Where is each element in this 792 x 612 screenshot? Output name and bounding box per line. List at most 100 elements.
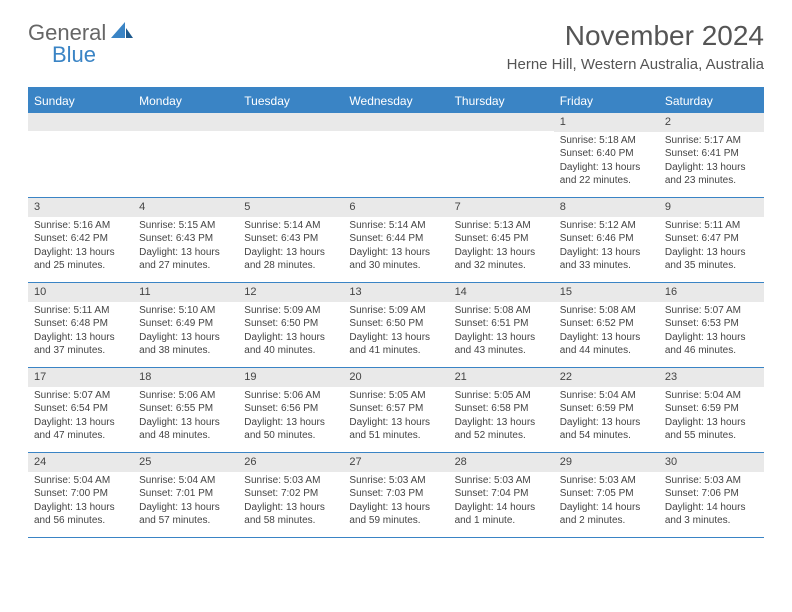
daylight-text: Daylight: 13 hours and 48 minutes.: [139, 416, 232, 443]
daylight-text: Daylight: 13 hours and 27 minutes.: [139, 246, 232, 273]
sunrise-text: Sunrise: 5:08 AM: [560, 304, 653, 318]
sunrise-text: Sunrise: 5:11 AM: [665, 219, 758, 233]
calendar-cell: [449, 113, 554, 197]
day-info: Sunrise: 5:05 AMSunset: 6:58 PMDaylight:…: [449, 387, 554, 447]
sunset-text: Sunset: 6:45 PM: [455, 232, 548, 246]
calendar-cell: 22Sunrise: 5:04 AMSunset: 6:59 PMDayligh…: [554, 368, 659, 452]
daylight-text: Daylight: 13 hours and 28 minutes.: [244, 246, 337, 273]
sunrise-text: Sunrise: 5:17 AM: [665, 134, 758, 148]
month-title: November 2024: [507, 20, 764, 52]
daylight-text: Daylight: 13 hours and 44 minutes.: [560, 331, 653, 358]
day-info: Sunrise: 5:07 AMSunset: 6:54 PMDaylight:…: [28, 387, 133, 447]
sunrise-text: Sunrise: 5:04 AM: [665, 389, 758, 403]
logo-text-blue: Blue: [52, 42, 133, 68]
daylight-text: Daylight: 13 hours and 57 minutes.: [139, 501, 232, 528]
day-info: Sunrise: 5:14 AMSunset: 6:43 PMDaylight:…: [238, 217, 343, 277]
sunrise-text: Sunrise: 5:09 AM: [244, 304, 337, 318]
daylight-text: Daylight: 13 hours and 38 minutes.: [139, 331, 232, 358]
calendar-cell: 28Sunrise: 5:03 AMSunset: 7:04 PMDayligh…: [449, 453, 554, 537]
sunrise-text: Sunrise: 5:03 AM: [244, 474, 337, 488]
daylight-text: Daylight: 13 hours and 58 minutes.: [244, 501, 337, 528]
daylight-text: Daylight: 13 hours and 32 minutes.: [455, 246, 548, 273]
day-number: [133, 113, 238, 131]
day-number: 14: [449, 283, 554, 302]
sunrise-text: Sunrise: 5:05 AM: [349, 389, 442, 403]
day-number: 12: [238, 283, 343, 302]
sunset-text: Sunset: 6:56 PM: [244, 402, 337, 416]
sunrise-text: Sunrise: 5:04 AM: [34, 474, 127, 488]
calendar-cell: [133, 113, 238, 197]
daylight-text: Daylight: 13 hours and 23 minutes.: [665, 161, 758, 188]
calendar-cell: 18Sunrise: 5:06 AMSunset: 6:55 PMDayligh…: [133, 368, 238, 452]
day-number: 2: [659, 113, 764, 132]
sunrise-text: Sunrise: 5:05 AM: [455, 389, 548, 403]
sunset-text: Sunset: 6:50 PM: [244, 317, 337, 331]
day-info: Sunrise: 5:09 AMSunset: 6:50 PMDaylight:…: [238, 302, 343, 362]
sunrise-text: Sunrise: 5:09 AM: [349, 304, 442, 318]
sunset-text: Sunset: 6:43 PM: [139, 232, 232, 246]
daylight-text: Daylight: 13 hours and 50 minutes.: [244, 416, 337, 443]
sunrise-text: Sunrise: 5:15 AM: [139, 219, 232, 233]
day-number: 8: [554, 198, 659, 217]
day-number: 11: [133, 283, 238, 302]
sunset-text: Sunset: 6:54 PM: [34, 402, 127, 416]
day-header-mon: Monday: [133, 89, 238, 113]
day-number: 5: [238, 198, 343, 217]
sunset-text: Sunset: 6:41 PM: [665, 147, 758, 161]
day-info: Sunrise: 5:18 AMSunset: 6:40 PMDaylight:…: [554, 132, 659, 192]
daylight-text: Daylight: 13 hours and 30 minutes.: [349, 246, 442, 273]
day-number: 18: [133, 368, 238, 387]
day-number: 27: [343, 453, 448, 472]
day-info: Sunrise: 5:13 AMSunset: 6:45 PMDaylight:…: [449, 217, 554, 277]
daylight-text: Daylight: 13 hours and 37 minutes.: [34, 331, 127, 358]
sunset-text: Sunset: 6:55 PM: [139, 402, 232, 416]
day-info: Sunrise: 5:10 AMSunset: 6:49 PMDaylight:…: [133, 302, 238, 362]
sunrise-text: Sunrise: 5:14 AM: [349, 219, 442, 233]
calendar-cell: 23Sunrise: 5:04 AMSunset: 6:59 PMDayligh…: [659, 368, 764, 452]
day-header-fri: Friday: [554, 89, 659, 113]
day-info: Sunrise: 5:04 AMSunset: 6:59 PMDaylight:…: [554, 387, 659, 447]
calendar-cell: 1Sunrise: 5:18 AMSunset: 6:40 PMDaylight…: [554, 113, 659, 197]
sunrise-text: Sunrise: 5:04 AM: [139, 474, 232, 488]
day-number: [28, 113, 133, 131]
day-number: 15: [554, 283, 659, 302]
daylight-text: Daylight: 13 hours and 41 minutes.: [349, 331, 442, 358]
daylight-text: Daylight: 13 hours and 54 minutes.: [560, 416, 653, 443]
day-number: 1: [554, 113, 659, 132]
sunset-text: Sunset: 7:00 PM: [34, 487, 127, 501]
calendar-cell: 25Sunrise: 5:04 AMSunset: 7:01 PMDayligh…: [133, 453, 238, 537]
day-number: 17: [28, 368, 133, 387]
day-info: Sunrise: 5:04 AMSunset: 7:00 PMDaylight:…: [28, 472, 133, 532]
sunset-text: Sunset: 6:40 PM: [560, 147, 653, 161]
day-info: Sunrise: 5:14 AMSunset: 6:44 PMDaylight:…: [343, 217, 448, 277]
day-number: [449, 113, 554, 131]
sunrise-text: Sunrise: 5:18 AM: [560, 134, 653, 148]
sunrise-text: Sunrise: 5:07 AM: [34, 389, 127, 403]
calendar-cell: 16Sunrise: 5:07 AMSunset: 6:53 PMDayligh…: [659, 283, 764, 367]
calendar-week: 10Sunrise: 5:11 AMSunset: 6:48 PMDayligh…: [28, 283, 764, 368]
sunset-text: Sunset: 6:53 PM: [665, 317, 758, 331]
logo-text-block: General Blue: [28, 20, 133, 68]
daylight-text: Daylight: 13 hours and 22 minutes.: [560, 161, 653, 188]
calendar-cell: 3Sunrise: 5:16 AMSunset: 6:42 PMDaylight…: [28, 198, 133, 282]
daylight-text: Daylight: 13 hours and 46 minutes.: [665, 331, 758, 358]
sunset-text: Sunset: 6:48 PM: [34, 317, 127, 331]
sunset-text: Sunset: 7:03 PM: [349, 487, 442, 501]
daylight-text: Daylight: 13 hours and 33 minutes.: [560, 246, 653, 273]
sunrise-text: Sunrise: 5:10 AM: [139, 304, 232, 318]
day-number: 23: [659, 368, 764, 387]
calendar-cell: 9Sunrise: 5:11 AMSunset: 6:47 PMDaylight…: [659, 198, 764, 282]
daylight-text: Daylight: 13 hours and 40 minutes.: [244, 331, 337, 358]
sunrise-text: Sunrise: 5:11 AM: [34, 304, 127, 318]
day-info: Sunrise: 5:07 AMSunset: 6:53 PMDaylight:…: [659, 302, 764, 362]
sunrise-text: Sunrise: 5:06 AM: [244, 389, 337, 403]
header: General Blue November 2024 Herne Hill, W…: [0, 0, 792, 81]
day-info: Sunrise: 5:12 AMSunset: 6:46 PMDaylight:…: [554, 217, 659, 277]
sunset-text: Sunset: 6:51 PM: [455, 317, 548, 331]
calendar-cell: 10Sunrise: 5:11 AMSunset: 6:48 PMDayligh…: [28, 283, 133, 367]
day-number: 7: [449, 198, 554, 217]
sunrise-text: Sunrise: 5:08 AM: [455, 304, 548, 318]
calendar-cell: 29Sunrise: 5:03 AMSunset: 7:05 PMDayligh…: [554, 453, 659, 537]
day-header-thu: Thursday: [449, 89, 554, 113]
day-header-row: Sunday Monday Tuesday Wednesday Thursday…: [28, 89, 764, 113]
